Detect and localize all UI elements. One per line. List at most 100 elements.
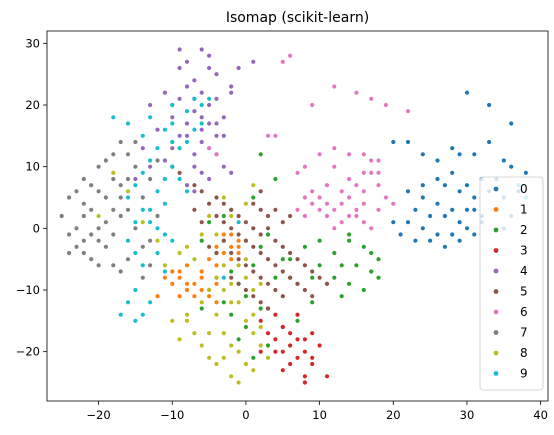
data-point: [148, 238, 153, 243]
data-point: [125, 238, 131, 243]
data-point: [273, 337, 278, 342]
series-8: [96, 170, 271, 385]
data-point: [74, 189, 79, 194]
chart-title: Isomap (scikit-learn): [226, 10, 369, 26]
data-point: [207, 213, 212, 219]
data-point: [236, 250, 241, 256]
data-point: [111, 170, 116, 175]
data-point: [199, 220, 204, 225]
data-point: [207, 257, 212, 262]
data-point: [310, 269, 315, 274]
data-point: [361, 244, 366, 249]
data-point: [96, 164, 101, 169]
data-point: [280, 294, 285, 299]
data-point: [450, 232, 455, 237]
data-point: [332, 250, 337, 256]
data-point: [347, 152, 352, 157]
data-point: [332, 146, 337, 151]
data-point: [170, 269, 175, 274]
series-7: [59, 139, 160, 280]
data-point: [420, 195, 425, 200]
data-point: [170, 139, 175, 145]
data-point: [207, 96, 212, 101]
series-2: [199, 152, 381, 360]
data-point: [96, 213, 101, 219]
data-point: [347, 176, 352, 182]
data-point: [214, 263, 219, 268]
data-point: [221, 232, 226, 237]
data-point: [133, 183, 138, 188]
y-axis: −20 −10 0 10 20 30: [16, 36, 47, 359]
data-point: [273, 263, 278, 268]
x-tick-label: 30: [460, 408, 475, 422]
data-point: [251, 294, 256, 299]
data-point: [243, 361, 248, 367]
data-point: [273, 349, 278, 354]
data-point: [125, 176, 131, 182]
data-point: [487, 102, 492, 108]
data-point: [258, 275, 263, 280]
data-point: [265, 133, 271, 138]
data-point: [133, 226, 138, 231]
data-point: [354, 263, 359, 268]
data-point: [207, 176, 212, 182]
data-point: [361, 220, 366, 225]
data-point: [236, 220, 241, 225]
data-point: [302, 380, 307, 385]
data-point: [354, 183, 359, 188]
data-point: [148, 220, 153, 225]
data-point: [207, 53, 212, 58]
data-point: [229, 343, 234, 348]
data-point: [214, 300, 219, 305]
data-point: [140, 220, 145, 225]
data-point: [391, 201, 396, 206]
data-point: [236, 263, 241, 268]
data-point: [199, 170, 204, 175]
data-point: [177, 65, 182, 71]
data-point: [214, 72, 219, 77]
data-point: [405, 109, 411, 114]
data-point: [170, 146, 175, 151]
data-point: [199, 269, 204, 274]
data-point: [472, 232, 477, 237]
data-point: [376, 207, 381, 212]
data-point: [487, 139, 492, 145]
data-point: [214, 361, 219, 367]
data-point: [413, 207, 418, 212]
data-point: [184, 183, 190, 188]
data-point: [207, 355, 212, 360]
data-point: [302, 213, 307, 219]
data-point: [236, 213, 241, 219]
data-point: [221, 133, 226, 138]
data-point: [192, 189, 197, 194]
data-point: [96, 226, 101, 231]
data-point: [184, 109, 190, 114]
data-point: [280, 368, 285, 373]
data-point: [258, 189, 263, 194]
data-point: [177, 269, 182, 274]
data-point: [184, 281, 190, 286]
data-point: [148, 115, 153, 120]
data-point: [162, 90, 167, 95]
data-point: [391, 220, 396, 225]
data-point: [288, 343, 293, 348]
data-point: [339, 220, 344, 225]
data-point: [236, 238, 241, 243]
data-point: [317, 343, 322, 348]
data-point: [133, 139, 138, 145]
data-point: [295, 281, 300, 286]
data-point: [288, 275, 293, 280]
data-point: [251, 355, 256, 360]
data-point: [361, 170, 366, 175]
data-point: [295, 257, 300, 262]
data-point: [221, 300, 226, 305]
data-point: [273, 207, 278, 212]
legend: 0 1 2 3 4 5 6 7 8 9: [479, 176, 544, 391]
data-point: [162, 269, 167, 274]
data-point: [435, 201, 440, 206]
data-point: [464, 90, 470, 95]
data-point: [89, 183, 94, 188]
data-point: [81, 250, 86, 256]
data-point: [133, 164, 138, 169]
data-point: [265, 281, 271, 286]
